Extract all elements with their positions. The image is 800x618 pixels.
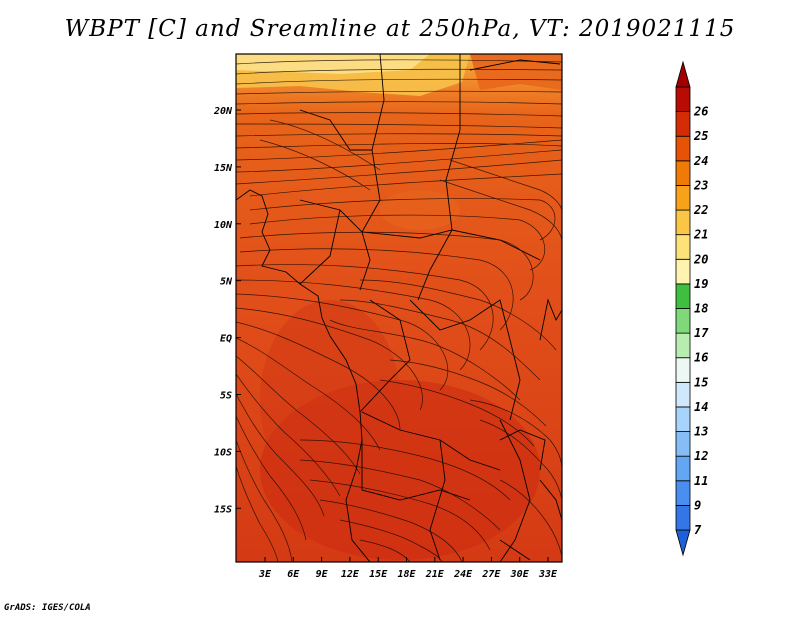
colorbar-segment [675, 308, 691, 334]
colorbar-label: 16 [694, 351, 708, 365]
lon-tick-label: 12E [341, 569, 360, 580]
colorbar-label: 25 [693, 129, 708, 143]
colorbar-segment [675, 135, 691, 162]
lon-tick-label: 21E [425, 569, 445, 580]
colorbar-segment [675, 86, 691, 113]
colorbar-segment [675, 406, 691, 432]
lon-tick-label: 3E [258, 569, 272, 580]
colorbar-label: 19 [694, 277, 708, 291]
colorbar-label: 17 [694, 326, 709, 340]
colorbar-label: 26 [693, 105, 708, 119]
colorbar-label: 20 [693, 252, 708, 266]
colorbar-segment [675, 381, 691, 408]
lon-tick-label: 24E [453, 569, 473, 580]
lat-tick-label: 15N [214, 163, 233, 174]
colorbar-label: 13 [694, 425, 708, 439]
colorbar-segment [675, 283, 691, 309]
streamlines [236, 59, 562, 562]
colorbar-label: 11 [694, 474, 708, 488]
colorbar-label: 24 [693, 154, 708, 168]
colorbar-segment [675, 455, 691, 482]
colorbar-segment [675, 431, 691, 457]
lat-tick-label: 20N [213, 106, 233, 117]
colorbar-segment [675, 332, 691, 359]
colorbar-label: 14 [694, 400, 708, 414]
lat-tick-label: 10N [214, 220, 233, 231]
colorbar-label: 23 [693, 178, 708, 192]
colorbar-segment [675, 111, 691, 137]
colorbar-label: 18 [694, 302, 708, 316]
map-title: WBPT [C] and Sreamline at 250hPa, VT: 20… [64, 16, 736, 42]
lat-tick-label: EQ [220, 334, 232, 345]
grads-credit: GrADS: IGES/COLA [4, 603, 91, 613]
lat-tick-label: 5S [220, 391, 232, 402]
colorbar-segment [675, 160, 691, 186]
lon-tick-label: 27E [481, 569, 501, 580]
longitude-axis: 3E 6E 9E 12E 15E 18E 21E 24E 27E 30E 33E [258, 557, 558, 580]
map-frame [235, 53, 563, 563]
colorbar-label: 22 [693, 203, 708, 217]
lon-tick-label: 18E [397, 569, 416, 580]
colorbar-segment [675, 185, 691, 211]
colorbar-segment [675, 504, 691, 531]
lat-tick-label: 5N [220, 277, 233, 288]
lat-tick-label: 10S [214, 447, 232, 458]
colorbar-upper-arrow [675, 60, 691, 88]
lat-tick-label: 15S [214, 504, 232, 515]
colorbar-lower-arrow [675, 529, 691, 557]
colorbar-segment [675, 234, 691, 260]
colorbar-label: 9 [694, 498, 701, 512]
lon-tick-label: 6E [287, 569, 300, 580]
colorbar-segment [675, 480, 691, 506]
colorbar-label: 15 [694, 375, 708, 389]
colorbar-segment [675, 357, 691, 383]
colorbar-label: 21 [693, 228, 708, 242]
lon-tick-label: 33E [538, 569, 558, 580]
lon-tick-label: 9E [316, 569, 329, 580]
color-bar-legend: 7 9 11 12 13 14 15 16 17 18 19 20 21 22 23 24 25 26 [675, 60, 709, 557]
lon-tick-label: 30E [510, 569, 530, 580]
colorbar-segment [675, 209, 691, 236]
lon-tick-label: 15E [369, 569, 388, 580]
colorbar-label: 7 [694, 523, 702, 537]
colorbar-label: 12 [694, 449, 708, 463]
colorbar-segment [675, 258, 691, 285]
latitude-axis: 20N 15N 10N 5N EQ 5S 10S 15S [213, 106, 241, 515]
